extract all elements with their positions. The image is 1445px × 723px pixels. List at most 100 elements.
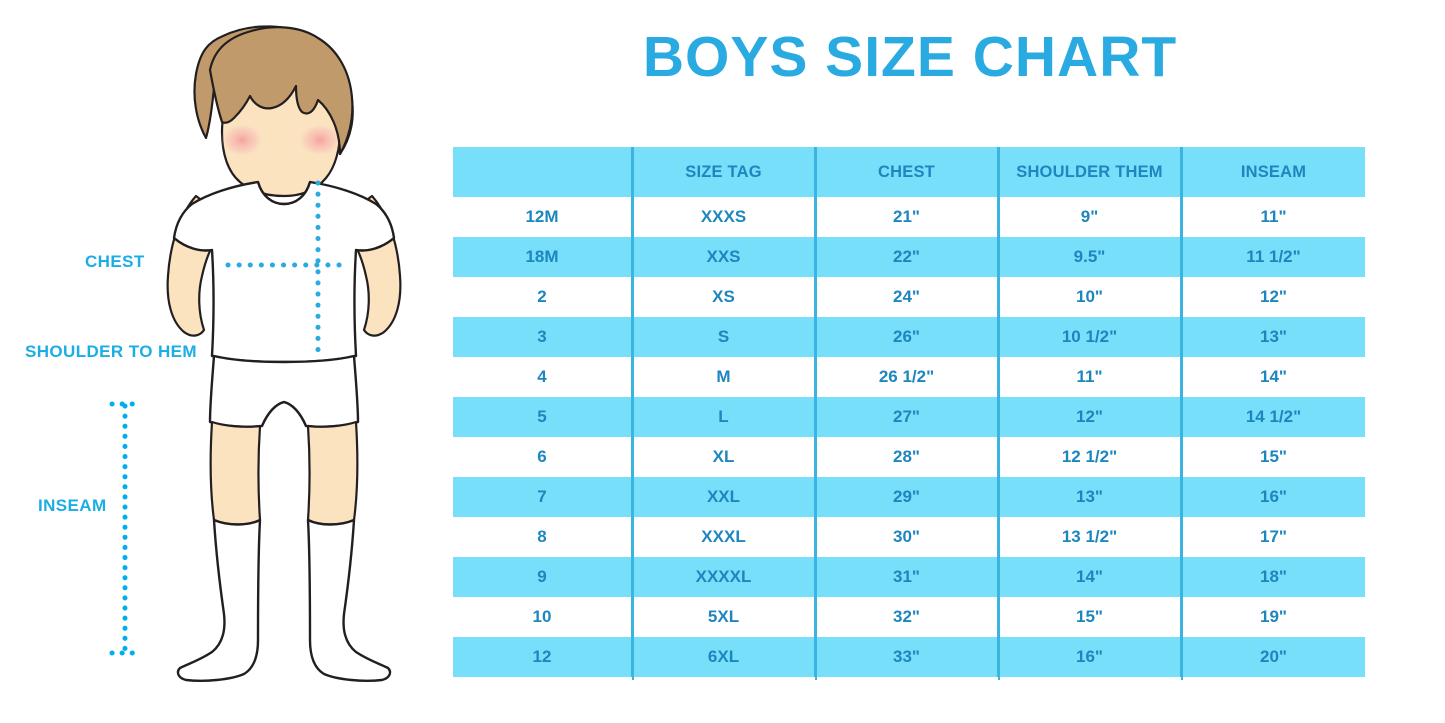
cell-shoulder: 10 1/2" — [997, 317, 1181, 357]
cell-shoulder: 12 1/2" — [997, 437, 1181, 477]
table-header-row: SIZE TAG CHEST SHOULDER THEM INSEAM — [453, 147, 1365, 197]
cell-size-tag: XS — [631, 277, 815, 317]
cell-age: 3 — [453, 317, 632, 357]
table-row: 2 XS 24" 10" 12" — [453, 277, 1365, 317]
cell-inseam: 17" — [1180, 517, 1365, 557]
cell-chest: 24" — [814, 277, 998, 317]
cell-inseam: 16" — [1180, 477, 1365, 517]
boy-figure-illustration — [109, 25, 402, 682]
table-row: 12 6XL 33" 16" 20" — [453, 637, 1365, 677]
cell-age: 7 — [453, 477, 632, 517]
table-row: 3 S 26" 10 1/2" 13" — [453, 317, 1365, 357]
cell-age: 18M — [453, 237, 632, 277]
table-header: SIZE TAG CHEST SHOULDER THEM INSEAM — [453, 147, 1365, 197]
cell-shoulder: 16" — [997, 637, 1181, 677]
page-title: BOYS SIZE CHART — [642, 25, 1178, 89]
column-header-age — [453, 147, 632, 197]
cell-shoulder: 12" — [997, 397, 1181, 437]
cell-shoulder: 13" — [997, 477, 1181, 517]
cell-chest: 26" — [814, 317, 998, 357]
cell-shoulder: 13 1/2" — [997, 517, 1181, 557]
cell-size-tag: M — [631, 357, 815, 397]
blush-right-cheek — [298, 123, 342, 157]
cell-age: 4 — [453, 357, 632, 397]
shoulder-to-hem-label: SHOULDER TO HEM — [25, 342, 197, 361]
cell-chest: 30" — [814, 517, 998, 557]
right-thigh-shape — [306, 420, 359, 526]
left-thigh-shape — [209, 420, 262, 526]
cell-size-tag: 6XL — [631, 637, 815, 677]
chest-label: CHEST — [85, 252, 145, 271]
cell-shoulder: 11" — [997, 357, 1181, 397]
cell-age: 6 — [453, 437, 632, 477]
table-row: 5 L 27" 12" 14 1/2" — [453, 397, 1365, 437]
cell-size-tag: XL — [631, 437, 815, 477]
tshirt-collar-line — [256, 181, 312, 206]
cell-shoulder: 15" — [997, 597, 1181, 637]
cell-size-tag: 5XL — [631, 597, 815, 637]
cell-inseam: 14 1/2" — [1180, 397, 1365, 437]
cell-chest: 22" — [814, 237, 998, 277]
cell-age: 5 — [453, 397, 632, 437]
shorts-shape — [208, 354, 360, 428]
cell-chest: 31" — [814, 557, 998, 597]
cell-size-tag: S — [631, 317, 815, 357]
cell-chest: 21" — [814, 197, 998, 237]
cell-inseam: 11 1/2" — [1180, 237, 1365, 277]
cell-size-tag: XXS — [631, 237, 815, 277]
cell-size-tag: L — [631, 397, 815, 437]
cell-age: 9 — [453, 557, 632, 597]
table-row: 7 XXL 29" 13" 16" — [453, 477, 1365, 517]
cell-chest: 33" — [814, 637, 998, 677]
cell-size-tag: XXXS — [631, 197, 815, 237]
left-sleeve-hem-line — [173, 237, 213, 252]
blush-left-cheek — [220, 123, 264, 157]
column-header-chest: CHEST — [814, 147, 998, 197]
left-sock-shape — [176, 518, 262, 682]
cell-inseam: 12" — [1180, 277, 1365, 317]
table-row: 9 XXXXL 31" 14" 18" — [453, 557, 1365, 597]
cell-inseam: 18" — [1180, 557, 1365, 597]
cell-age: 2 — [453, 277, 632, 317]
cell-shoulder: 9.5" — [997, 237, 1181, 277]
table-row: 10 5XL 32" 15" 19" — [453, 597, 1365, 637]
cell-size-tag: XXL — [631, 477, 815, 517]
hair-bangs-shape — [208, 26, 354, 156]
cell-inseam: 20" — [1180, 637, 1365, 677]
cell-age: 12M — [453, 197, 632, 237]
cell-chest: 28" — [814, 437, 998, 477]
cell-size-tag: XXXXL — [631, 557, 815, 597]
table-row: 6 XL 28" 12 1/2" 15" — [453, 437, 1365, 477]
cell-chest: 26 1/2" — [814, 357, 998, 397]
table-row: 12M XXXS 21" 9" 11" — [453, 197, 1365, 237]
cell-age: 10 — [453, 597, 632, 637]
table-body: 12M XXXS 21" 9" 11" 18M XXS 22" 9.5" 11 1/2" 2 XS 24… — [453, 197, 1365, 677]
cell-shoulder: 10" — [997, 277, 1181, 317]
cell-inseam: 15" — [1180, 437, 1365, 477]
cell-inseam: 19" — [1180, 597, 1365, 637]
cell-chest: 27" — [814, 397, 998, 437]
column-header-inseam: INSEAM — [1180, 147, 1365, 197]
cell-age: 8 — [453, 517, 632, 557]
cell-inseam: 13" — [1180, 317, 1365, 357]
cell-size-tag: XXXL — [631, 517, 815, 557]
table-row: 18M XXS 22" 9.5" 11 1/2" — [453, 237, 1365, 277]
cell-age: 12 — [453, 637, 632, 677]
size-chart-table: SIZE TAG CHEST SHOULDER THEM INSEAM 12M X… — [453, 147, 1365, 677]
cell-chest: 29" — [814, 477, 998, 517]
tshirt-shape — [172, 180, 396, 364]
column-header-shoulder: SHOULDER THEM — [997, 147, 1181, 197]
table-row: 8 XXXL 30" 13 1/2" 17" — [453, 517, 1365, 557]
cell-inseam: 11" — [1180, 197, 1365, 237]
cell-chest: 32" — [814, 597, 998, 637]
table-row: 4 M 26 1/2" 11" 14" — [453, 357, 1365, 397]
right-sock-shape — [306, 518, 392, 682]
cell-inseam: 14" — [1180, 357, 1365, 397]
cell-shoulder: 9" — [997, 197, 1181, 237]
cell-shoulder: 14" — [997, 557, 1181, 597]
column-header-size-tag: SIZE TAG — [631, 147, 815, 197]
inseam-label: INSEAM — [38, 496, 107, 515]
right-sleeve-hem-line — [355, 237, 395, 252]
shorts-crotch-line — [260, 400, 308, 427]
